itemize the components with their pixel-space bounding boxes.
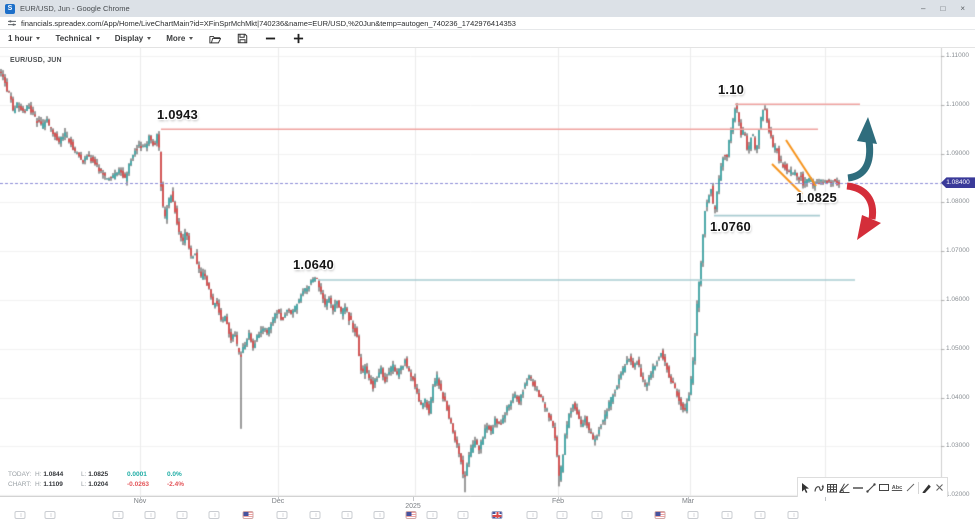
event-marker-icon[interactable]	[754, 511, 766, 519]
zoom-out-icon[interactable]	[264, 32, 277, 45]
chart-toolbar: 1 hour Technical Display More	[0, 30, 975, 48]
event-marker-icon[interactable]	[591, 511, 603, 519]
time-axis-label: Nov	[133, 498, 147, 505]
chart-stats-row: CHART: H: 1.1109 L: 1.0204 -0.0263 -2.4%	[8, 481, 184, 488]
trendline-tool-icon[interactable]	[865, 481, 876, 494]
horizontal-line-tool-icon[interactable]	[852, 481, 863, 494]
event-marker-icon[interactable]	[787, 511, 799, 519]
price-axis-label: 1.08000	[946, 198, 970, 206]
minimize-button[interactable]: –	[921, 3, 926, 13]
price-level-annotation[interactable]: 1.0825	[796, 190, 837, 205]
maximize-button[interactable]: □	[940, 3, 946, 13]
price-axis-label: 1.04000	[946, 393, 970, 401]
event-marker-icon[interactable]	[112, 511, 124, 519]
pencil-tool-icon[interactable]	[921, 481, 932, 494]
chevron-down-icon	[189, 37, 194, 40]
close-toolbar-icon[interactable]	[934, 481, 945, 494]
event-marker-icon[interactable]	[176, 511, 188, 519]
price-stats: TODAY: H: 1.0844 L: 1.0825 0.0001 0.0% CHART…	[8, 470, 184, 490]
price-axis-label: 1.11000	[946, 52, 970, 59]
chart-symbol-label: EUR/USD, JUN	[10, 57, 62, 64]
price-axis-label: 1.10000	[946, 100, 970, 108]
chevron-down-icon	[36, 37, 41, 40]
window-title: EUR/USD, Jun - Google Chrome	[20, 4, 130, 13]
close-button[interactable]: ×	[960, 3, 965, 13]
zoom-in-icon[interactable]	[292, 32, 305, 45]
price-level-annotation[interactable]: 1.0760	[710, 219, 751, 234]
today-stats-row: TODAY: H: 1.0844 L: 1.0825 0.0001 0.0%	[8, 471, 182, 478]
spreadex-favicon: S	[5, 3, 15, 14]
event-marker-icon[interactable]	[687, 511, 699, 519]
event-marker-icon[interactable]	[144, 511, 156, 519]
technical-menu[interactable]: Technical	[55, 34, 100, 43]
us-flag-event-icon[interactable]	[242, 511, 254, 519]
display-menu[interactable]: Display	[115, 34, 152, 43]
event-marker-icon[interactable]	[621, 511, 633, 519]
chevron-down-icon	[95, 37, 100, 40]
event-marker-icon[interactable]	[276, 511, 288, 519]
titlebar: S EUR/USD, Jun - Google Chrome – □ ×	[0, 0, 975, 17]
rectangle-tool-icon[interactable]	[878, 481, 889, 494]
grid-tool-icon[interactable]	[826, 481, 837, 494]
price-axis-label: 1.03000	[946, 442, 970, 450]
event-marker-icon[interactable]	[457, 511, 469, 519]
timeframe-menu[interactable]: 1 hour	[8, 34, 41, 43]
year-axis-label: 2025	[405, 503, 421, 510]
us-flag-event-icon[interactable]	[654, 511, 666, 519]
toolbar-divider	[917, 481, 919, 494]
save-icon[interactable]	[236, 32, 249, 45]
event-marker-icon[interactable]	[208, 511, 220, 519]
event-marker-icon[interactable]	[426, 511, 438, 519]
price-axis-label: 1.07000	[946, 247, 970, 255]
drawing-toolbar: Abc	[797, 477, 948, 497]
chevron-down-icon	[147, 37, 152, 40]
event-marker-icon[interactable]	[721, 511, 733, 519]
event-marker-icon[interactable]	[556, 511, 568, 519]
event-marker-icon[interactable]	[373, 511, 385, 519]
time-axis-label: Mar	[681, 498, 695, 505]
price-chart-canvas[interactable]	[0, 48, 975, 497]
site-info-icon[interactable]	[7, 19, 16, 28]
us-flag-event-icon[interactable]	[405, 511, 417, 519]
price-axis-label: 1.05000	[946, 344, 970, 352]
axis-tick	[688, 497, 689, 501]
time-axis-label: Dec	[271, 498, 285, 505]
price-level-annotation[interactable]: 1.10	[718, 82, 745, 97]
axis-tick	[558, 497, 559, 501]
price-level-annotation[interactable]: 1.0943	[157, 107, 198, 122]
line-tool-icon[interactable]	[905, 481, 916, 494]
event-marker-icon[interactable]	[44, 511, 56, 519]
curve-tool-icon[interactable]	[813, 481, 824, 494]
uk-flag-event-icon[interactable]	[491, 511, 503, 519]
event-marker-icon[interactable]	[526, 511, 538, 519]
price-axis-label: 1.06000	[946, 296, 970, 303]
axis-tick	[140, 497, 141, 501]
more-menu[interactable]: More	[166, 34, 194, 43]
trend-angle-tool-icon[interactable]	[839, 481, 850, 494]
open-folder-icon[interactable]	[208, 32, 221, 45]
time-axis-label: Feb	[551, 498, 565, 505]
current-price-badge: 1.08400	[941, 177, 975, 189]
text-tool-icon[interactable]: Abc	[891, 484, 903, 491]
axis-tick	[825, 497, 826, 501]
address-bar[interactable]: financials.spreadex.com/App/Home/LiveCha…	[0, 17, 975, 30]
price-level-annotation[interactable]: 1.0640	[293, 257, 334, 272]
price-axis-label: 1.02000	[946, 491, 970, 499]
event-marker-icon[interactable]	[309, 511, 321, 519]
price-axis-label: 1.09000	[946, 149, 970, 157]
event-marker-icon[interactable]	[14, 511, 26, 519]
axis-tick	[413, 497, 414, 501]
url-text: financials.spreadex.com/App/Home/LiveCha…	[21, 18, 516, 28]
event-marker-icon[interactable]	[341, 511, 353, 519]
axis-tick	[278, 497, 279, 501]
pointer-tool-icon[interactable]	[800, 481, 811, 494]
